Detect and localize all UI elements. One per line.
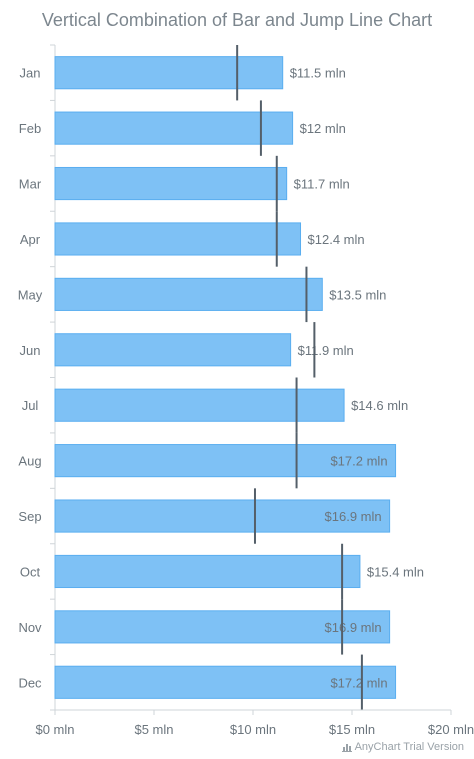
bar: [54, 554, 361, 589]
bar: [54, 111, 294, 145]
data-label: $11.5 mln: [290, 66, 346, 81]
y-tick-label: Jul: [22, 398, 39, 413]
bar: [54, 665, 397, 699]
data-label: $11.7 mln: [294, 177, 350, 192]
data-label: $17.2 mln: [330, 675, 387, 690]
data-label: $13.5 mln: [329, 287, 386, 302]
y-tick-label: May: [18, 287, 43, 302]
bar: [54, 277, 323, 311]
y-tick-label: Apr: [20, 232, 41, 247]
bar: [54, 333, 292, 367]
data-label: $12 mln: [300, 121, 346, 136]
y-tick-label: Feb: [19, 121, 41, 136]
data-label: $15.4 mln: [367, 564, 424, 579]
data-label: $14.6 mln: [351, 398, 408, 413]
y-tick-label: Sep: [18, 509, 41, 524]
x-tick-label: $0 mln: [35, 722, 74, 737]
bar: [54, 56, 284, 90]
bar: [54, 610, 391, 644]
y-tick-label: Aug: [18, 454, 41, 469]
x-tick-label: $20 mln: [428, 722, 474, 737]
data-label: $12.4 mln: [308, 232, 365, 247]
x-tick-label: $10 mln: [230, 722, 276, 737]
y-tick-label: Jan: [20, 66, 41, 81]
y-tick-label: Nov: [18, 620, 42, 635]
chart-icon: [341, 742, 352, 752]
chart-title: Vertical Combination of Bar and Jump Lin…: [41, 10, 433, 30]
credits-text: AnyChart Trial Version: [354, 741, 464, 753]
bar: [54, 222, 302, 256]
y-tick-label: Oct: [20, 564, 41, 579]
data-label: $17.2 mln: [330, 454, 387, 469]
y-tick-label: Jun: [20, 343, 41, 358]
data-label: $11.9 mln: [298, 343, 354, 358]
data-label: $16.9 mln: [325, 620, 382, 635]
credits[interactable]: AnyChart Trial Version: [341, 741, 464, 753]
x-tick-label: $15 mln: [329, 722, 375, 737]
y-tick-label: Dec: [18, 675, 42, 690]
bar: [54, 388, 345, 422]
x-tick-label: $5 mln: [134, 722, 173, 737]
bar: [54, 444, 397, 478]
data-label: $16.9 mln: [325, 509, 382, 524]
bar: [54, 499, 391, 533]
bar: [54, 166, 288, 201]
y-tick-label: Mar: [19, 177, 42, 192]
